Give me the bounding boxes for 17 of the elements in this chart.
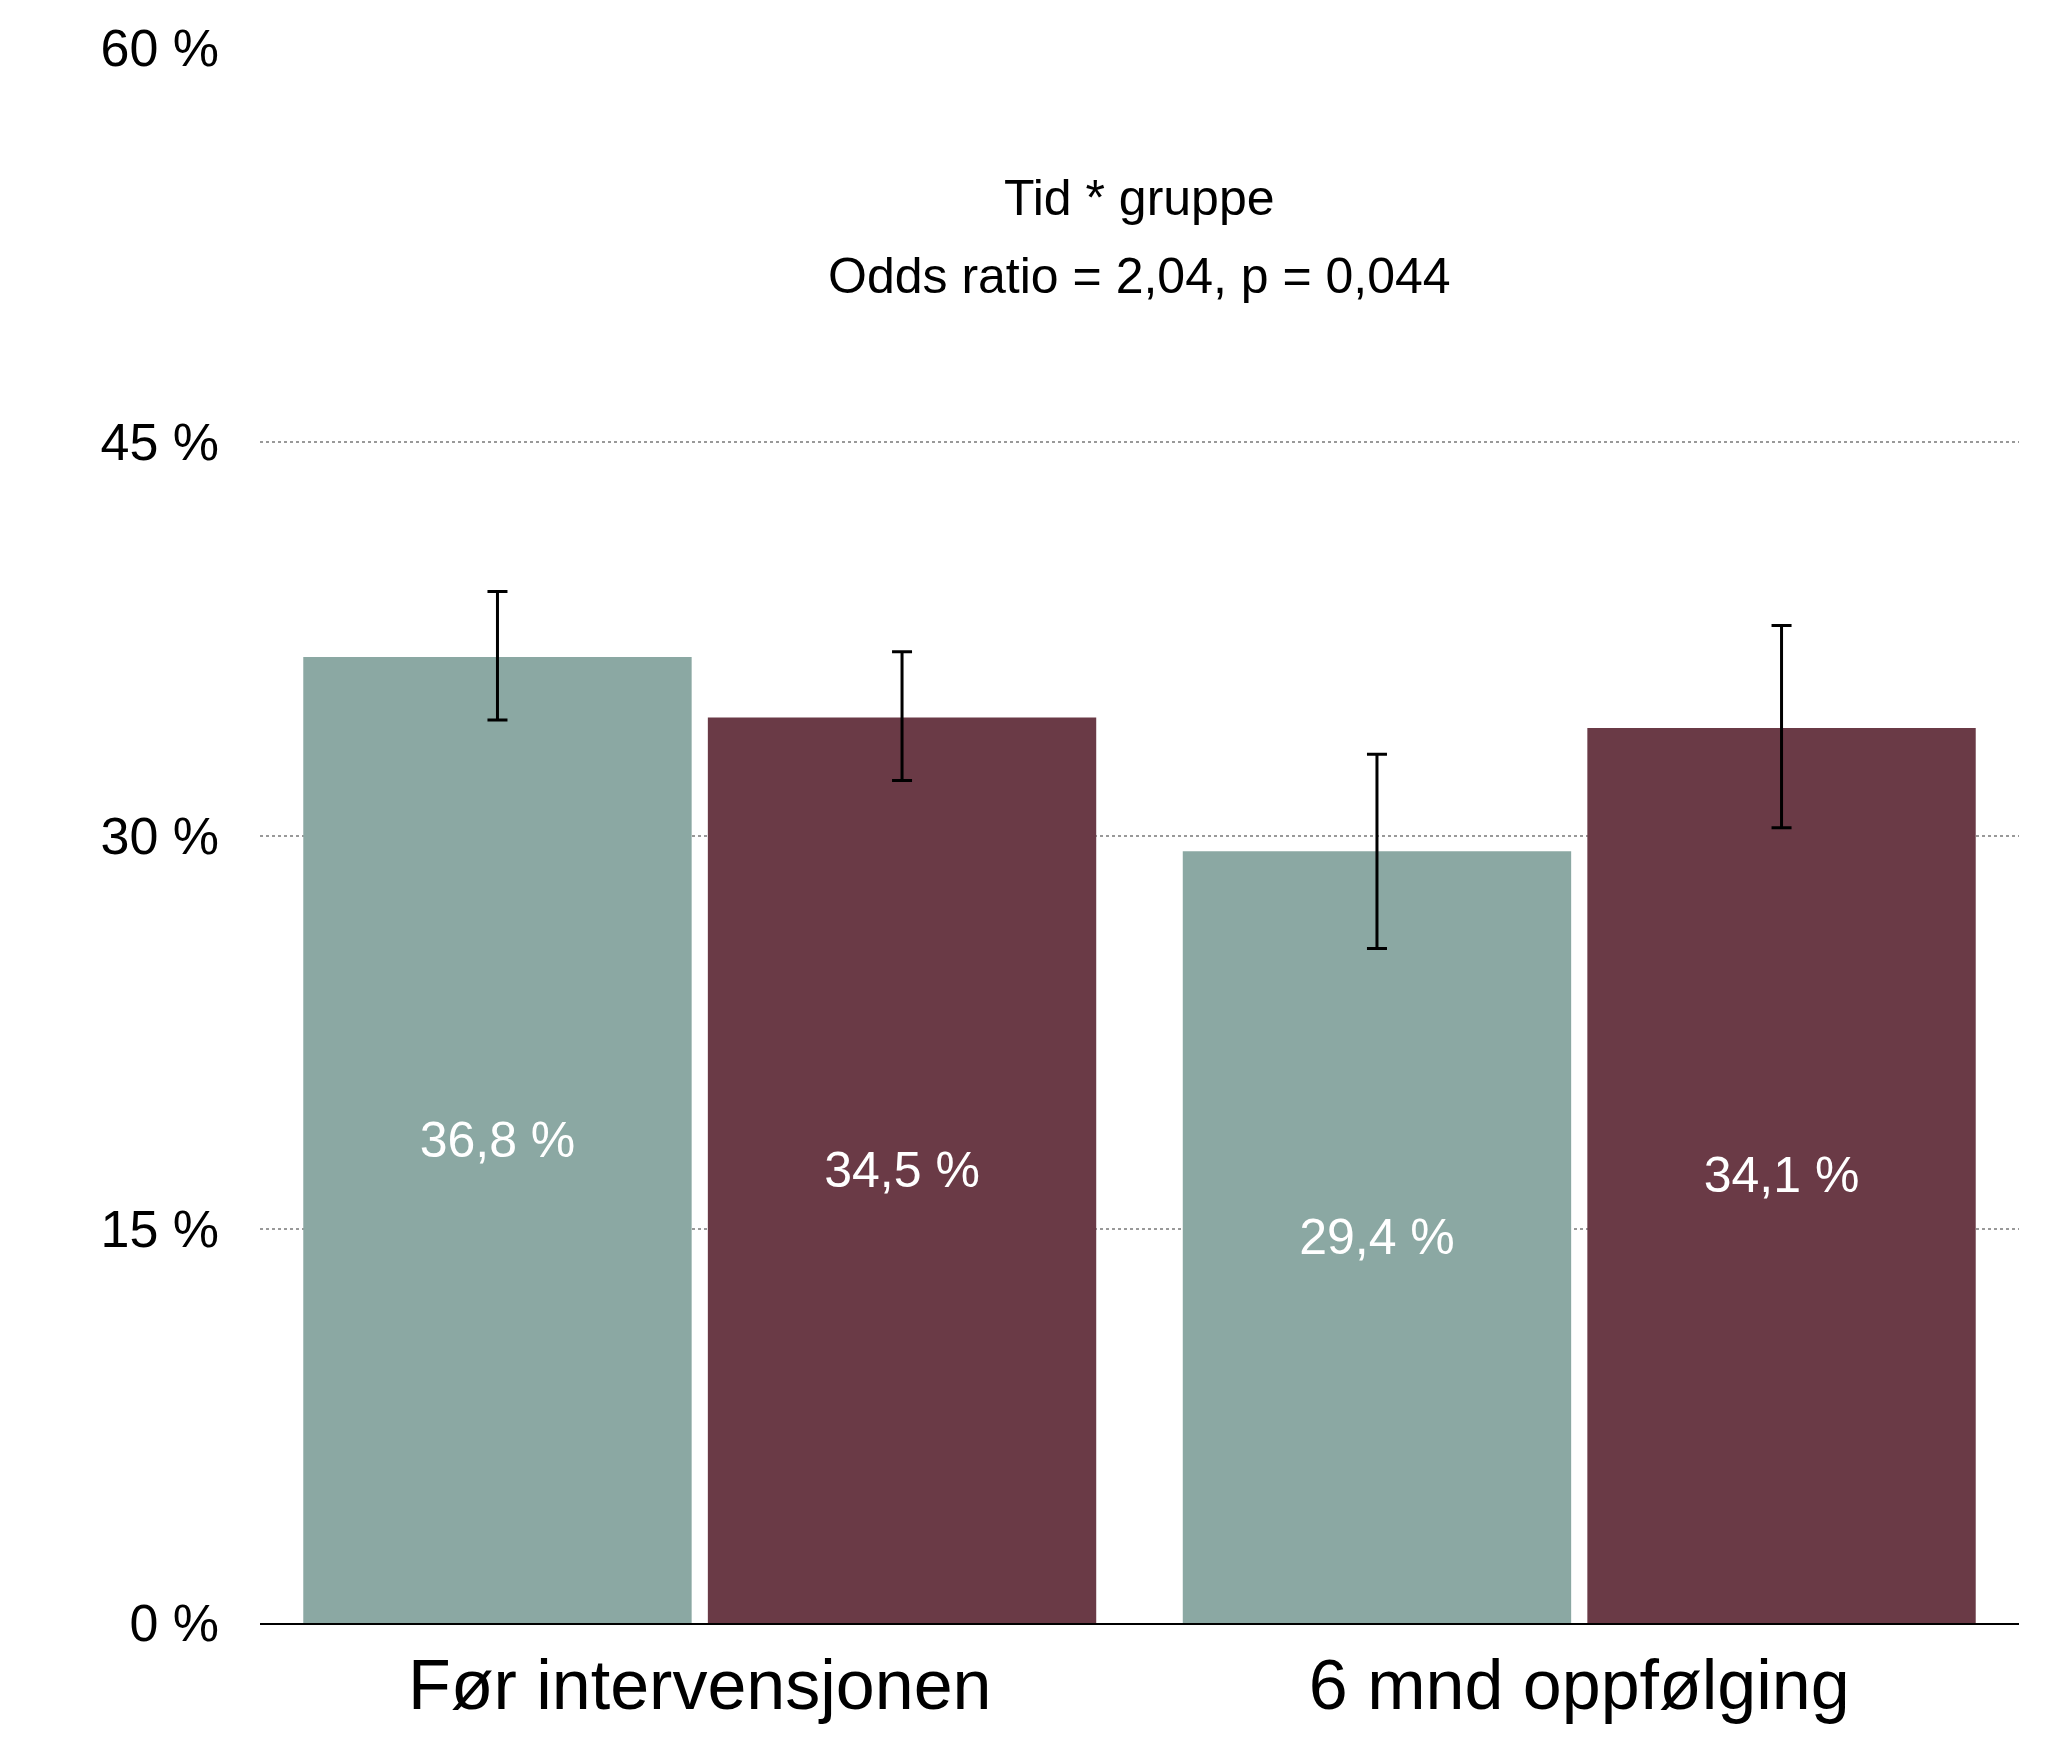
data-label: 34,1 % — [1703, 1147, 1860, 1204]
x-tick-label: Før intervensjonen — [407, 1646, 992, 1724]
bar — [1587, 727, 1976, 1623]
annotation: Odds ratio = 2,04, p = 0,044 — [828, 248, 1451, 304]
bar — [707, 717, 1097, 1623]
y-tick-label: 30 % — [100, 806, 219, 865]
bar — [303, 657, 692, 1623]
y-tick-label: 15 % — [100, 1200, 219, 1259]
y-tick-label: 60 % — [100, 19, 219, 78]
bar — [1182, 851, 1572, 1623]
annotation: Tid * gruppe — [1004, 170, 1275, 226]
data-label: 36,8 % — [419, 1112, 576, 1168]
y-tick-label: 0 % — [129, 1594, 219, 1653]
y-tick-label: 45 % — [100, 412, 219, 471]
x-tick-label: 6 mnd oppfølging — [1308, 1646, 1850, 1724]
data-label: 34,5 % — [824, 1142, 980, 1199]
data-label: 29,4 % — [1299, 1209, 1455, 1266]
